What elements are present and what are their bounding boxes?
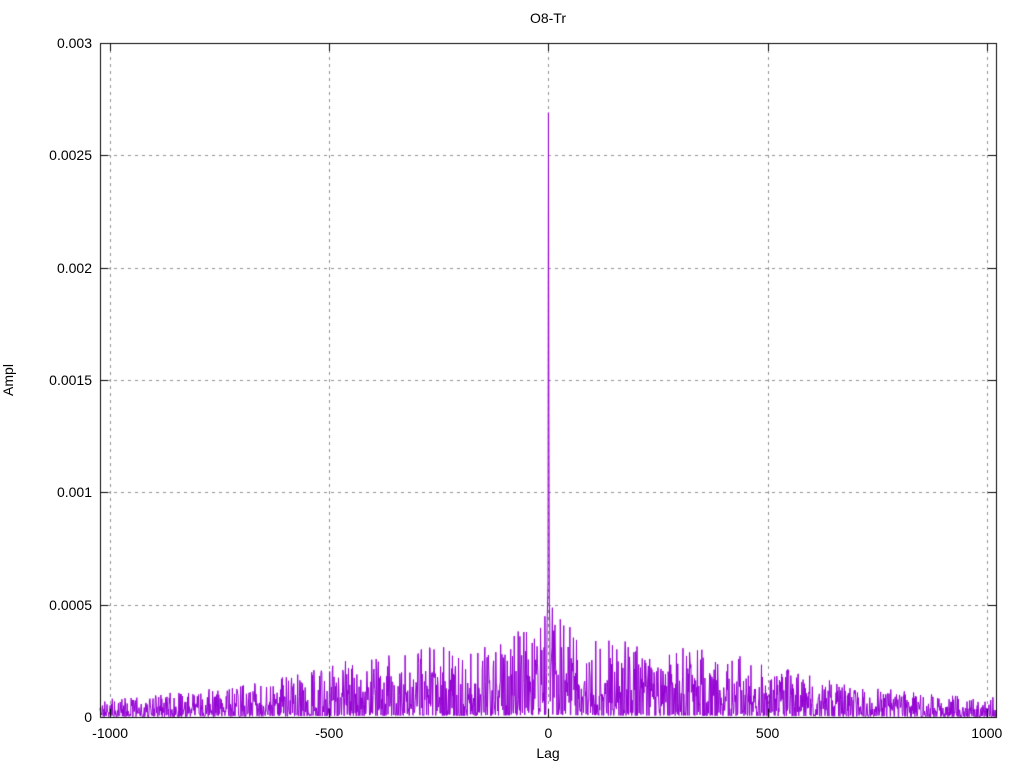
y-tick-label: 0.0005: [49, 596, 92, 613]
y-tick-label: 0.001: [56, 484, 92, 501]
y-axis-title: Ampl: [0, 364, 16, 396]
x-tick-label: 1000: [971, 725, 1003, 741]
y-tick-label: 0: [84, 709, 92, 725]
x-tick-label: 500: [755, 725, 780, 741]
y-tick-label: 0.003: [56, 35, 92, 51]
y-tick-label: 0.0015: [49, 372, 92, 388]
y-tick-label: 0.002: [56, 259, 92, 276]
x-tick-label: -1000: [92, 725, 128, 741]
x-axis-title: Lag: [536, 745, 560, 761]
x-tick-label: 0: [544, 725, 553, 741]
y-tick-label: 0.0025: [49, 147, 92, 164]
chart-title: O8-Tr: [529, 10, 567, 26]
x-tick-label: -500: [315, 725, 344, 741]
